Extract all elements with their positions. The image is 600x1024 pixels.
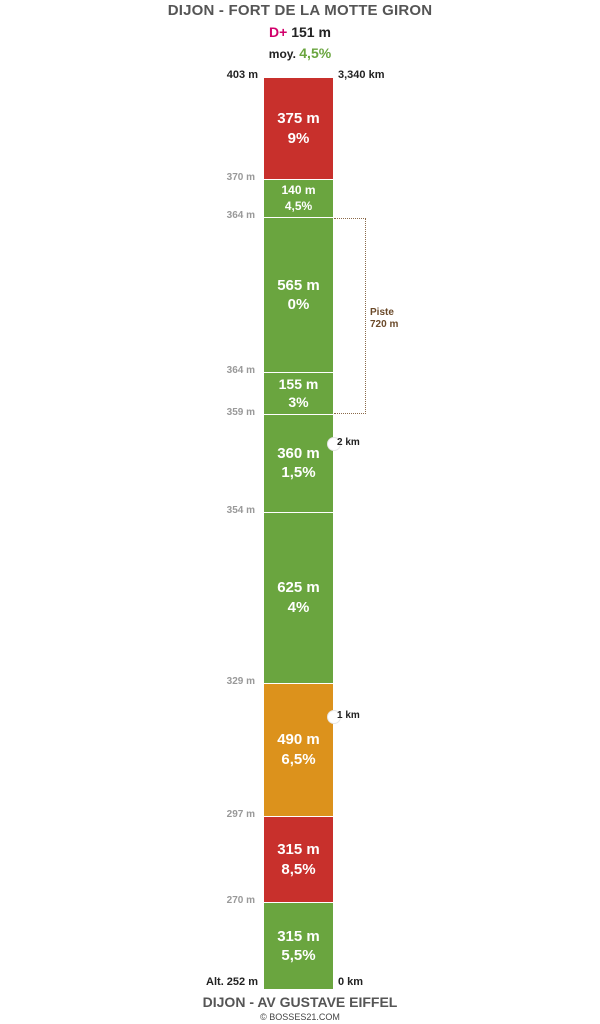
altitude-tick: 270 m: [226, 895, 255, 907]
altitude-tick: 364 m: [226, 210, 255, 222]
segment-length: 140 m: [281, 183, 316, 198]
average-grade-value: 4,5%: [299, 45, 332, 61]
climb-segment: 140 m 4,5%: [264, 180, 333, 219]
average-grade: moy. 4,5%: [0, 45, 600, 61]
climb-segment: 360 m 1,5%: [264, 414, 333, 514]
piste-label: Piste: [370, 307, 394, 318]
segment-grade: 6,5%: [281, 750, 316, 768]
segment-grade: 8,5%: [281, 860, 316, 878]
average-grade-label: moy.: [268, 47, 296, 61]
climb-segment: 490 m 6,5%: [264, 683, 333, 818]
km-marker-label: 1 km: [337, 710, 360, 722]
segment-grade: 0%: [287, 296, 310, 313]
segment-grade: 9%: [287, 129, 310, 147]
climb-segment: 315 m 5,5%: [264, 903, 333, 989]
altitude-tick: 364 m: [226, 364, 255, 376]
climb-segment: 155 m 3%: [264, 372, 333, 415]
top-altitude: 403 m: [226, 69, 258, 81]
piste-length: 720 m: [370, 318, 399, 330]
segment-length: 315 m: [277, 927, 320, 945]
segment-grade: 5,5%: [281, 947, 316, 965]
site-credit: © BOSSES21.COM: [260, 1012, 340, 1022]
segment-length: 625 m: [277, 579, 320, 597]
segment-grade: 4%: [287, 598, 310, 616]
km-marker-label: 2 km: [337, 437, 360, 449]
climb-segment: 315 m 8,5%: [264, 817, 333, 904]
segment-grade: 4,5%: [284, 198, 313, 213]
altitude-tick: 354 m: [226, 505, 255, 517]
km-marker-dot: [327, 710, 341, 725]
segment-length: 375 m: [277, 110, 320, 128]
segment-length: 565 m: [277, 276, 320, 294]
segment-length: 315 m: [277, 841, 320, 859]
elevation-gain: D+ 151 m: [0, 24, 600, 40]
bottom-distance: 0 km: [338, 976, 364, 988]
climb-segment: 625 m 4%: [264, 513, 333, 684]
climb-segment: 565 m 0%: [264, 218, 333, 373]
altitude-tick: 329 m: [226, 675, 255, 687]
piste-annotation: Piste 720 m: [370, 307, 398, 330]
altitude-tick: 370 m: [226, 172, 255, 184]
top-distance: 3,340 km: [338, 69, 385, 81]
segment-grade: 1,5%: [281, 464, 316, 482]
piste-bracket: [334, 218, 366, 414]
altitude-tick: 359 m: [226, 406, 255, 418]
bottom-altitude: Alt. 252 m: [206, 976, 258, 988]
segment-grade: 3%: [288, 394, 309, 411]
segment-length: 155 m: [278, 376, 319, 392]
km-marker-dot: [327, 437, 341, 452]
elevation-gain-label: D+: [269, 24, 288, 40]
climb-title: DIJON - FORT DE LA MOTTE GIRON: [167, 2, 433, 19]
start-title: DIJON - AV GUSTAVE EIFFEL: [202, 994, 398, 1010]
climb-profile-column: 375 m 9% 140 m 4,5% 565 m 0% 155 m 3% 360 m 1,5% 6…: [264, 78, 333, 989]
segment-length: 490 m: [277, 731, 320, 749]
elevation-gain-value: 151 m: [291, 24, 331, 40]
segment-length: 360 m: [277, 444, 320, 462]
altitude-tick: 297 m: [226, 809, 255, 821]
climb-segment: 375 m 9%: [264, 78, 333, 181]
